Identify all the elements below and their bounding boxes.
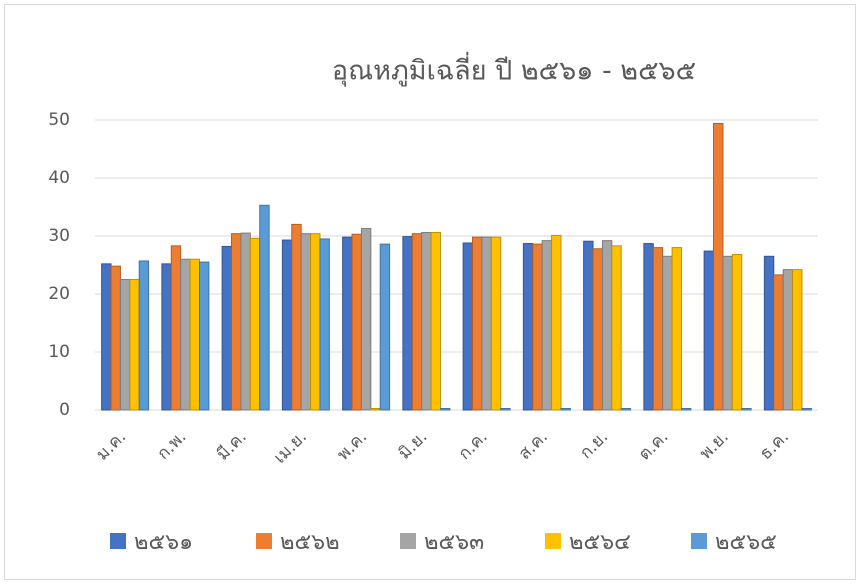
bar — [198, 261, 210, 411]
bar — [541, 240, 553, 411]
bar — [281, 239, 293, 411]
legend-swatch — [256, 533, 272, 549]
legend-label: ๒๕๖๑ — [134, 530, 193, 555]
bar — [620, 408, 632, 411]
bar — [680, 408, 692, 411]
bar — [801, 408, 812, 411]
bar — [551, 234, 562, 411]
bar — [402, 236, 413, 411]
y-tick-label: 30 — [48, 226, 70, 246]
bar — [713, 122, 724, 411]
bar — [763, 255, 775, 411]
legend-label: ๒๕๖๒ — [280, 530, 340, 555]
bar — [119, 279, 131, 411]
bar — [643, 243, 654, 411]
bar — [782, 269, 794, 411]
bar — [611, 245, 622, 411]
bar — [360, 227, 372, 411]
bar — [129, 279, 140, 411]
bar — [170, 245, 182, 411]
chart-title: อุณหภูมิเฉลี่ย ปี ๒๕๖๑ - ๒๕๖๕ — [332, 52, 696, 88]
bar — [722, 255, 733, 411]
legend-swatch — [691, 533, 707, 549]
legend-swatch — [545, 533, 561, 549]
legend-label: ๒๕๖๔ — [569, 530, 631, 555]
bar — [731, 254, 743, 411]
bar — [221, 245, 233, 411]
bar — [532, 243, 543, 411]
bar — [560, 408, 571, 411]
legend-swatch — [110, 533, 126, 549]
bar — [249, 237, 261, 411]
bar — [110, 265, 121, 411]
legend-label: ๒๕๖๓ — [424, 530, 484, 555]
bar — [138, 260, 150, 411]
bar — [472, 236, 483, 411]
y-tick-label: 10 — [48, 342, 70, 362]
bar — [652, 247, 664, 411]
bar — [101, 263, 112, 411]
bar — [439, 408, 451, 411]
bar — [703, 250, 715, 411]
bar — [462, 242, 474, 411]
bar — [291, 223, 302, 411]
bar — [161, 263, 172, 411]
y-tick-label: 20 — [48, 284, 70, 304]
bar — [430, 232, 441, 411]
bar — [500, 408, 511, 411]
bar — [180, 258, 191, 411]
bar — [310, 233, 321, 411]
bar — [319, 238, 330, 411]
bar — [300, 233, 312, 411]
bar — [189, 258, 200, 411]
bar — [792, 269, 803, 411]
bar — [411, 233, 423, 411]
bar — [671, 247, 682, 411]
legend-label: ๒๕๖๕ — [715, 530, 777, 555]
bar — [592, 248, 603, 411]
bar — [522, 243, 534, 411]
bar — [351, 233, 362, 411]
bar — [421, 232, 432, 411]
legend-swatch — [400, 533, 416, 549]
y-tick-label: 50 — [48, 110, 70, 130]
bar — [481, 236, 492, 411]
bar — [773, 274, 784, 411]
bar — [370, 408, 381, 411]
bar — [240, 232, 251, 411]
bar — [231, 233, 242, 411]
bar — [342, 236, 353, 411]
y-tick-label: 0 — [59, 400, 70, 420]
bar — [259, 204, 270, 411]
bar — [583, 240, 594, 411]
bar — [379, 243, 391, 411]
bar — [490, 236, 502, 411]
bar — [601, 240, 613, 411]
y-tick-label: 40 — [48, 168, 70, 188]
bar — [662, 255, 673, 411]
bar — [741, 408, 752, 411]
